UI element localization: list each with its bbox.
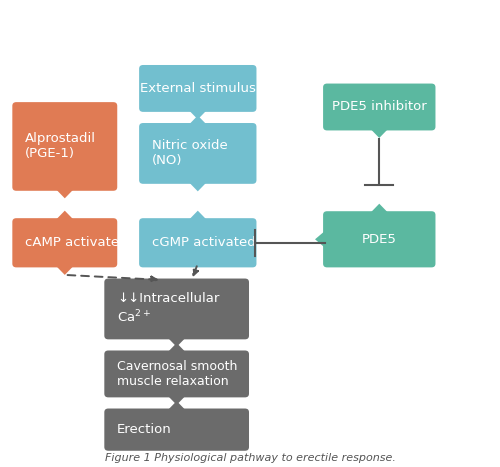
Text: External stimulus: External stimulus — [140, 82, 256, 95]
Polygon shape — [368, 127, 390, 138]
Text: PDE5: PDE5 — [362, 233, 396, 246]
Text: Nitric oxide
(NO): Nitric oxide (NO) — [152, 140, 228, 168]
Text: Erection: Erection — [117, 423, 172, 436]
Text: ↓↓Intracellular: ↓↓Intracellular — [117, 292, 220, 305]
Polygon shape — [166, 394, 188, 405]
Polygon shape — [368, 204, 390, 215]
FancyBboxPatch shape — [104, 351, 249, 397]
Text: Figure 1 Physiological pathway to erectile response.: Figure 1 Physiological pathway to erecti… — [104, 453, 396, 463]
Polygon shape — [54, 264, 76, 275]
FancyBboxPatch shape — [104, 409, 249, 451]
Polygon shape — [187, 108, 208, 120]
FancyBboxPatch shape — [12, 218, 117, 268]
Text: Cavernosal smooth
muscle relaxation: Cavernosal smooth muscle relaxation — [117, 360, 238, 388]
Polygon shape — [187, 211, 208, 222]
FancyBboxPatch shape — [104, 278, 249, 340]
Polygon shape — [54, 187, 76, 198]
Text: cAMP activated: cAMP activated — [26, 236, 128, 249]
Text: cGMP activated: cGMP activated — [152, 236, 256, 249]
FancyBboxPatch shape — [323, 211, 436, 268]
FancyBboxPatch shape — [139, 65, 256, 112]
FancyBboxPatch shape — [12, 102, 117, 191]
Polygon shape — [166, 343, 188, 354]
FancyBboxPatch shape — [323, 84, 436, 130]
Polygon shape — [54, 211, 76, 222]
Text: Alprostadil
(PGE-1): Alprostadil (PGE-1) — [26, 133, 97, 161]
Polygon shape — [315, 229, 327, 249]
Polygon shape — [166, 336, 188, 347]
Polygon shape — [187, 115, 208, 127]
Polygon shape — [187, 180, 208, 191]
FancyBboxPatch shape — [139, 123, 256, 184]
Text: Ca$^{2+}$: Ca$^{2+}$ — [117, 309, 151, 325]
Polygon shape — [166, 401, 188, 412]
FancyBboxPatch shape — [139, 218, 256, 268]
Text: PDE5 inhibitor: PDE5 inhibitor — [332, 100, 426, 113]
